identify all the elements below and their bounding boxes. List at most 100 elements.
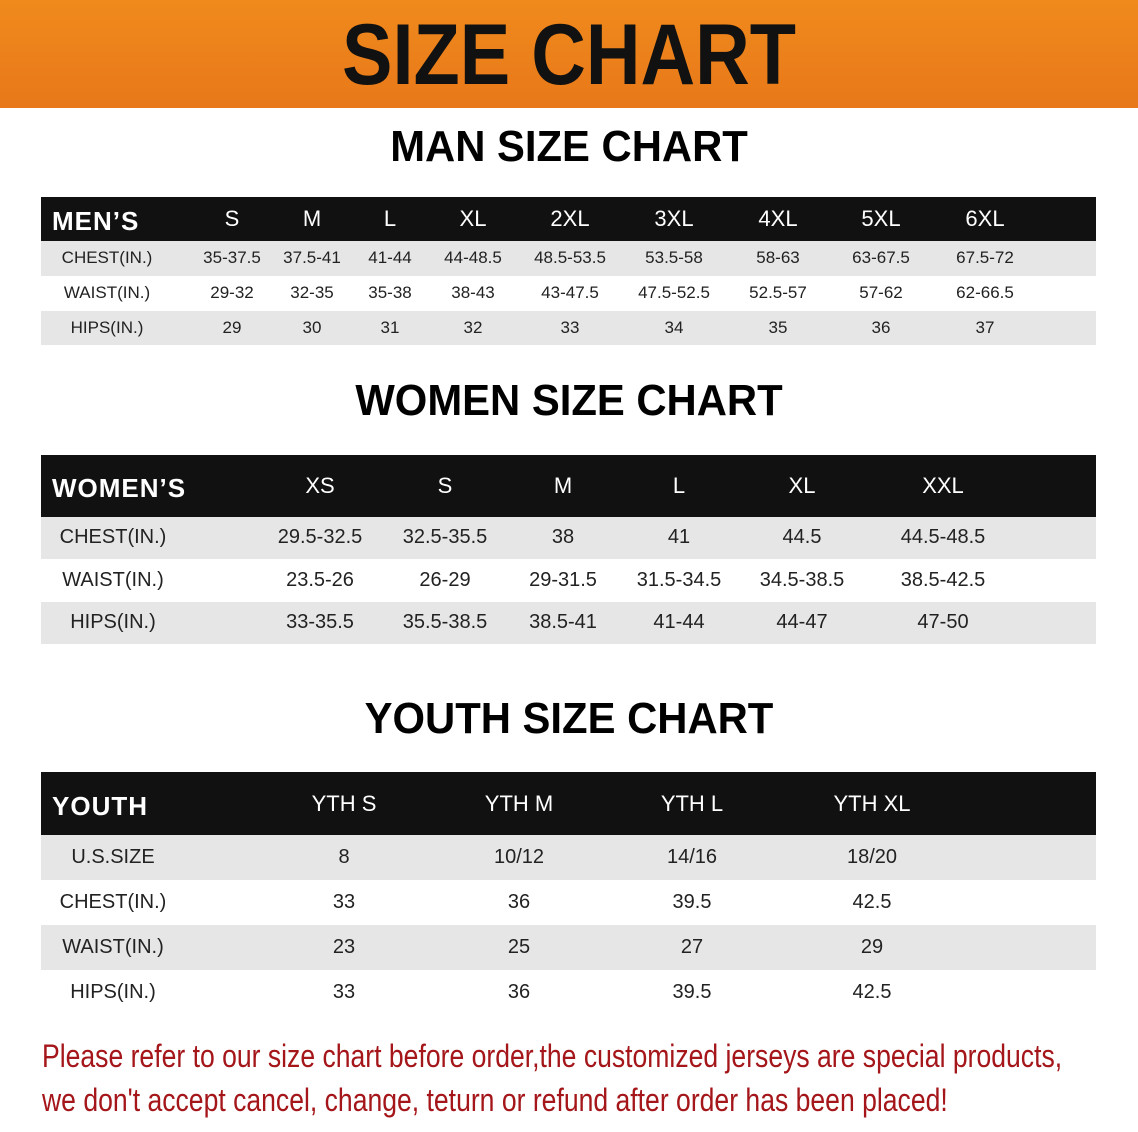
cell-value: 36 xyxy=(871,317,891,337)
cell-value: 36 xyxy=(507,890,531,913)
size-header: 4XL xyxy=(758,206,798,231)
cell-value: 43-47.5 xyxy=(541,283,599,303)
cell-value: 42.5 xyxy=(852,890,892,913)
cell-value: 39.5 xyxy=(672,890,712,913)
cell-value: 53.5-58 xyxy=(645,248,703,268)
size-header: YTH M xyxy=(484,790,554,816)
cell-value: 33 xyxy=(560,317,580,337)
size-header: XS xyxy=(305,473,335,498)
size-header: L xyxy=(672,473,686,498)
row-label: CHEST(IN.) xyxy=(59,526,167,548)
cell-value: 63-67.5 xyxy=(852,248,910,268)
size-header: 5XL xyxy=(861,206,901,231)
row-label: WAIST(IN.) xyxy=(62,935,164,958)
row-label: HIPS(IN.) xyxy=(70,611,156,633)
cell-value: 37.5-41 xyxy=(283,248,341,268)
cell-value: 8 xyxy=(338,845,350,868)
table-row xyxy=(41,559,1096,602)
cell-value: 33-35.5 xyxy=(286,611,354,633)
size-header: XXL xyxy=(922,473,964,498)
cell-value: 44.5 xyxy=(782,526,822,548)
cell-value: 42.5 xyxy=(852,980,892,1003)
table-row xyxy=(41,970,1096,1015)
cell-value: 35 xyxy=(768,317,788,337)
cell-value: 31.5-34.5 xyxy=(636,568,722,591)
size-header: YTH L xyxy=(660,790,724,816)
cell-value: 47-50 xyxy=(917,611,969,633)
cell-value: 35-38 xyxy=(368,283,412,303)
table-row xyxy=(41,276,1096,311)
header-row xyxy=(41,455,1096,517)
table-row xyxy=(41,880,1096,925)
size-header: YTH XL xyxy=(833,790,911,816)
row-label: HIPS(IN.) xyxy=(70,317,144,337)
cell-value: 14/16 xyxy=(666,845,718,868)
header-label: YOUTH xyxy=(52,790,148,821)
size-header: 3XL xyxy=(654,206,694,231)
cell-value: 44-47 xyxy=(776,611,828,633)
cell-value: 39.5 xyxy=(672,980,712,1003)
cell-value: 67.5-72 xyxy=(956,248,1014,268)
cell-value: 35-37.5 xyxy=(203,248,261,268)
row-label: CHEST(IN.) xyxy=(59,890,167,913)
notice-line: Please refer to our size chart before or… xyxy=(42,1038,1063,1074)
size-header: M xyxy=(302,206,322,231)
header-label: MEN’S xyxy=(52,206,140,236)
section-title: WOMEN SIZE CHART xyxy=(355,376,783,425)
cell-value: 29 xyxy=(860,935,884,958)
cell-value: 33 xyxy=(332,890,356,913)
cell-value: 29-31.5 xyxy=(529,568,597,591)
cell-value: 29-32 xyxy=(210,283,254,303)
banner xyxy=(0,0,1138,108)
row-label: WAIST(IN.) xyxy=(63,283,151,303)
cell-value: 52.5-57 xyxy=(749,283,807,303)
size-header: XL xyxy=(788,473,816,498)
cell-value: 31 xyxy=(380,317,400,337)
table-row xyxy=(41,602,1096,644)
size-header: XL xyxy=(459,206,487,231)
cell-value: 10/12 xyxy=(493,845,545,868)
cell-value: 29.5-32.5 xyxy=(277,526,363,548)
cell-value: 32 xyxy=(463,317,483,337)
cell-value: 35.5-38.5 xyxy=(402,611,488,633)
size-header: S xyxy=(437,473,453,498)
cell-value: 23 xyxy=(332,935,356,958)
header-row xyxy=(41,197,1096,241)
section-title: MAN SIZE CHART xyxy=(390,122,748,171)
size-header: 6XL xyxy=(965,206,1005,231)
table-row xyxy=(41,241,1096,276)
cell-value: 62-66.5 xyxy=(956,283,1014,303)
cell-value: 34.5-38.5 xyxy=(759,568,845,591)
cell-value: 41-44 xyxy=(368,248,412,268)
cell-value: 47.5-52.5 xyxy=(638,283,710,303)
cell-value: 38-43 xyxy=(451,283,495,303)
row-label: CHEST(IN.) xyxy=(61,248,153,268)
cell-value: 25 xyxy=(507,935,531,958)
cell-value: 29 xyxy=(222,317,242,337)
table-row xyxy=(41,835,1096,880)
cell-value: 44.5-48.5 xyxy=(900,526,986,548)
cell-value: 37 xyxy=(975,317,995,337)
cell-value: 32.5-35.5 xyxy=(402,526,488,548)
banner-title: SIZE CHART xyxy=(341,7,797,103)
cell-value: 57-62 xyxy=(859,283,903,303)
table-row xyxy=(41,517,1096,559)
cell-value: 41-44 xyxy=(653,611,705,633)
notice-line: we don't accept cancel, change, teturn o… xyxy=(42,1082,948,1118)
size-header: YTH S xyxy=(311,790,377,816)
cell-value: 38.5-41 xyxy=(529,611,597,633)
cell-value: 41 xyxy=(667,526,691,548)
table-row xyxy=(41,311,1096,345)
cell-value: 48.5-53.5 xyxy=(534,248,606,268)
cell-value: 44-48.5 xyxy=(444,248,502,268)
cell-value: 18/20 xyxy=(846,845,898,868)
size-header: 2XL xyxy=(550,206,590,231)
cell-value: 23.5-26 xyxy=(286,568,354,591)
cell-value: 32-35 xyxy=(290,283,334,303)
cell-value: 33 xyxy=(332,980,356,1003)
size-header: M xyxy=(553,473,573,498)
row-label: HIPS(IN.) xyxy=(70,980,156,1003)
size-header: L xyxy=(383,206,397,231)
row-label: U.S.SIZE xyxy=(71,845,155,868)
